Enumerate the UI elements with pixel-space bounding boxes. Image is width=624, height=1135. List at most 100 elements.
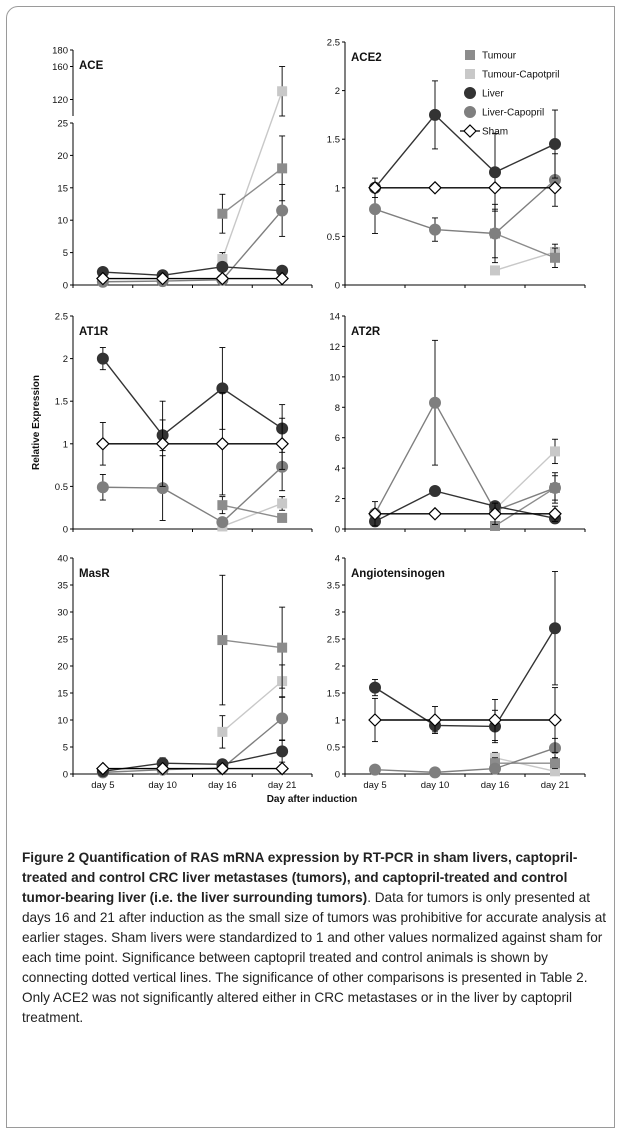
panel-masr-series-liver-line [102,750,283,772]
panel-masr-ytick-label: 30 [57,608,68,619]
figure-caption: Figure 2 Quantification of RAS mRNA expr… [22,848,608,1028]
panel-at2r-ytick-label: 2 [335,494,340,505]
panel-at1r-series-liver-capopril-line [102,466,283,524]
panel-ace2-series-tumour-point [550,252,560,263]
panel-angiotensinogen-ytick-label: 0 [335,770,340,781]
panel-ace-series-tumour-capotpril-point [277,86,288,97]
panel-at1r-series-tumour-point [217,500,228,511]
panel-ace2-series-sham-point [548,180,562,195]
panel-ace2-ytick-label: 2 [335,86,340,97]
panel-angiotensinogen-series-liver-point [549,622,561,635]
panel-masr-xtick-label: day 21 [268,780,297,791]
panel-angiotensinogen-series-sham-point [428,713,442,727]
panel-ace-series-sham-point [275,271,289,286]
caption-title: Figure 2 Quantification of RAS mRNA expr… [22,850,578,905]
panel-at1r-series-liver-capopril-point [216,516,229,529]
panel-ace2-series-tumour-capotpril-point [490,265,500,276]
panel-at1r-ytick-label: 1 [63,439,68,450]
legend-marker-liver [464,87,476,99]
panel-ace2-ytick-label: 1.5 [327,135,340,146]
panel-at1r-series-sham-point [96,436,110,451]
panel-masr-ytick-label: 35 [57,581,68,592]
panel-ace2-series-tumour-line [494,232,556,259]
panel-ace-ytick-label: 5 [63,248,68,259]
caption-body: . Data for tumors is only presented at d… [22,890,607,1025]
panel-at1r-ytick-label: 0 [63,525,68,536]
legend-marker-sham [463,124,477,138]
panel-angiotensinogen-ytick-label: 1.5 [327,689,340,700]
panel-masr-ytick-label: 5 [63,743,68,754]
panel-angiotensinogen-ytick-label: 4 [335,554,340,565]
panel-ace2-ytick-label: 2.5 [327,38,340,49]
panel-at2r-ytick-label: 6 [335,433,340,444]
panel-angiotensinogen-series-liver-capopril-point [429,766,441,779]
panel-ace2-title: ACE2 [351,52,382,64]
panel-masr-series-tumour-line [222,639,283,649]
panel-angiotensinogen-series-sham-point [368,713,382,727]
panel-at2r-series-tumour-capotpril-line [494,450,556,510]
panel-ace-ytick-label: 180 [52,46,68,57]
panel-ace-series-tumour-capotpril-line [221,91,283,260]
panel-angiotensinogen-ytick-label: 0.5 [327,743,340,754]
panel-ace-ytick-label: 20 [57,151,68,162]
panel-at1r-series-liver-capopril-point [96,481,109,494]
panel-angiotensinogen-xtick-label: day 10 [421,780,450,791]
panel-ace-series-liver-line [102,266,283,276]
panel-ace-series-liver-capopril-line [102,210,283,283]
panel-at2r-series-sham-point [428,506,442,521]
panel-ace2-series-liver-point [549,138,561,151]
panel-at2r-series-liver-capopril-point [429,396,441,409]
panel-at2r-ytick-label: 4 [335,464,340,475]
panel-masr-ytick-label: 40 [57,554,68,565]
panel-at1r-series-liver-line [102,358,283,437]
panel-angiotensinogen-series-sham-point [488,713,502,727]
panel-masr-series-liver-point [276,745,289,758]
legend-label-liver-capopril: Liver-Capopril [482,108,544,119]
legend-marker-liver-capopril [464,106,476,118]
panel-masr-xtick-label: day 5 [91,780,114,791]
panel-at2r-series-tumour-point [490,520,500,531]
panel-ace2-series-sham-point [488,180,502,195]
panel-angiotensinogen-series-liver-capopril-point [489,762,501,775]
panel-at1r-series-tumour-point [277,512,288,523]
panel-at1r-series-tumour-line [222,504,283,519]
panel-at1r-series-sham-point [275,436,289,451]
panel-ace2-series-tumour-capotpril-line [494,251,556,272]
panel-angiotensinogen-series-liver-capopril-point [369,763,381,776]
panel-masr-ytick-label: 10 [57,716,68,727]
panel-at1r-series-sham-point [215,436,230,451]
panel-masr-series-tumour-capotpril-point [217,726,228,737]
panel-angiotensinogen-series-sham-point [548,713,562,727]
panel-masr-ytick-label: 15 [57,689,68,700]
panel-ace-ytick-label: 15 [57,183,68,194]
panel-angiotensinogen-xtick-label: day 5 [363,780,386,791]
panel-ace-title: ACE [79,60,104,72]
panel-masr-title: MasR [79,568,110,580]
panel-at1r-ytick-label: 0.5 [55,482,68,493]
panel-masr-series-tumour-point [277,642,288,653]
panel-masr-series-sham-point [96,761,110,776]
panel-at1r-series-liver-point [96,352,109,365]
panel-ace-ytick-label: 0 [63,281,68,292]
panel-ace-series-tumour-line [221,167,283,215]
figure-frame [6,6,615,1128]
panel-ace-ytick-label: 160 [52,62,68,73]
panel-at2r-ytick-label: 12 [329,342,340,353]
figure-panels: 0510152025120160180ACE00.511.522.5ACE200… [31,38,586,805]
panel-at2r-series-tumour-capotpril-point [550,446,560,457]
panel-masr-series-sham-point [215,761,230,776]
panel-ace2-series-liver-capopril-line [374,179,556,235]
panel-at1r-ytick-label: 2 [63,354,68,365]
legend-label-sham: Sham [482,127,508,138]
panel-angiotensinogen-series-liver-point [369,681,381,694]
panel-ace-ytick-label: 25 [57,119,68,130]
panel-at2r-ytick-label: 14 [329,312,340,323]
panel-masr-series-liver-capopril-point [276,712,289,725]
panel-ace2-series-sham-point [428,180,442,195]
panel-ace2-series-liver-capopril-point [429,223,441,236]
panel-at2r-ytick-label: 8 [335,403,340,414]
panel-angiotensinogen-title: Angiotensinogen [351,568,445,580]
panel-at1r-ylabel: Relative Expression [31,375,42,470]
legend-label-tumour-capotpril: Tumour-Capotpril [482,70,559,81]
panel-angiotensinogen-ytick-label: 3 [335,608,340,619]
